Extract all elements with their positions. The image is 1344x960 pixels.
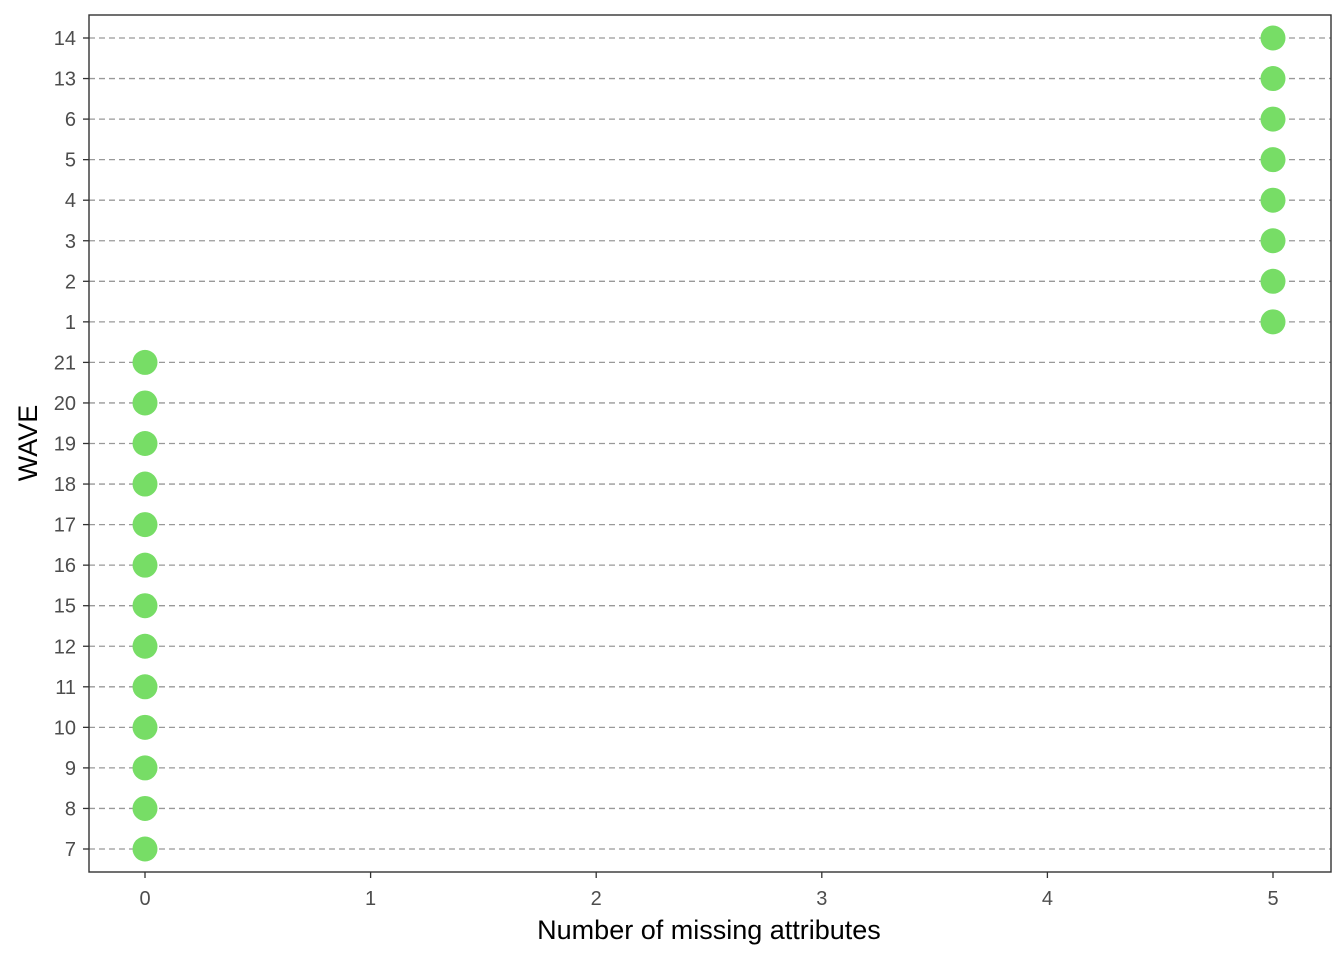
y-tick-label: 2 [65, 271, 76, 293]
y-tick-label: 19 [54, 434, 76, 456]
y-tick-label: 6 [65, 109, 76, 131]
y-tick-label: 13 [54, 69, 76, 91]
y-tick-label: 15 [54, 596, 76, 618]
data-point [132, 674, 158, 700]
data-point [132, 431, 158, 456]
x-tick-label: 1 [365, 888, 376, 910]
y-tick-label: 10 [54, 717, 76, 739]
data-point [132, 795, 158, 821]
data-point [1260, 147, 1286, 173]
data-point [1260, 268, 1286, 294]
data-point [1260, 187, 1286, 213]
data-point [132, 633, 158, 659]
data-point [132, 714, 158, 740]
y-tick-label: 12 [54, 636, 76, 658]
data-point [1260, 228, 1286, 254]
data-point [132, 836, 158, 862]
y-tick-label: 20 [54, 393, 76, 415]
x-tick-label: 5 [1267, 888, 1278, 910]
gridlines [89, 37, 1331, 850]
y-tick-label: 11 [55, 677, 76, 699]
data-point [1260, 106, 1286, 132]
y-tick-label: 7 [65, 839, 76, 861]
data-point [132, 755, 158, 781]
y-axis-title: WAVE [13, 405, 43, 482]
data-point [132, 471, 158, 497]
data-point [1260, 25, 1286, 51]
x-axis-title: Number of missing attributes [537, 915, 881, 945]
y-tick-label: 18 [54, 474, 76, 496]
data-points [132, 25, 1286, 862]
y-tick-label: 14 [54, 28, 76, 50]
x-tick-label: 3 [816, 888, 827, 910]
x-tick-label: 4 [1042, 888, 1053, 910]
data-point [132, 512, 158, 538]
y-tick-label: 4 [65, 190, 76, 212]
y-tick-label: 21 [54, 352, 76, 374]
y-tick-label: 5 [65, 150, 76, 172]
y-tick-label: 9 [65, 758, 76, 780]
y-tick-label: 3 [65, 231, 76, 253]
x-tick-label: 2 [591, 888, 602, 910]
data-point [132, 349, 158, 375]
y-tick-label: 1 [65, 312, 76, 334]
data-point [1260, 66, 1286, 92]
y-tick-label: 16 [54, 555, 76, 577]
data-point [132, 593, 158, 619]
x-axis: 0 1 2 3 4 5 [139, 872, 1279, 910]
x-tick-label: 0 [139, 888, 150, 910]
data-point [132, 390, 158, 416]
y-tick-label: 17 [54, 515, 76, 537]
data-point [1260, 309, 1286, 335]
data-point [132, 552, 158, 578]
y-tick-label: 8 [65, 798, 76, 820]
